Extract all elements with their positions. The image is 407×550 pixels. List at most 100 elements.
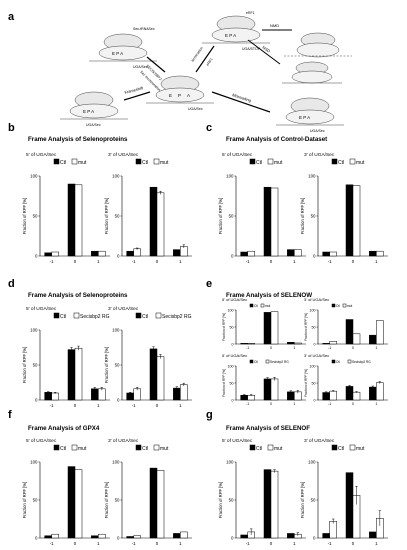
bar bbox=[240, 534, 248, 539]
x-tick-label: -1 bbox=[50, 259, 54, 264]
y-tick-label: 100 bbox=[310, 308, 316, 312]
y-tick-label: 100 bbox=[226, 459, 234, 464]
x-tick-label: 0 bbox=[156, 259, 159, 264]
y-tick-label: 0 bbox=[117, 535, 120, 540]
x-tick-label: 1 bbox=[293, 259, 296, 264]
panel-label-c: c bbox=[206, 122, 212, 134]
legend-label: Secisbp2 RG bbox=[162, 314, 192, 320]
panel-c: c Frame Analysis of Control-Dataset 5' of … bbox=[206, 122, 388, 264]
panel-title: Frame Analysis of Selenoproteins bbox=[28, 292, 128, 299]
y-tick-label: 100 bbox=[228, 364, 234, 368]
x-tick-label: -1 bbox=[246, 541, 250, 546]
ribosome-top-left: E P A Sec-tRNASec UGA/Sec bbox=[89, 27, 157, 69]
legend-label: Ctl bbox=[338, 446, 344, 452]
bar bbox=[369, 531, 377, 539]
legend-swatch bbox=[347, 359, 352, 364]
y-tick-label: 50 bbox=[311, 497, 316, 502]
legend-label: mut bbox=[78, 446, 87, 452]
bar bbox=[133, 248, 141, 257]
bar bbox=[287, 391, 295, 401]
ribosome-nsd bbox=[282, 61, 342, 84]
legend-label: Ctl bbox=[142, 160, 148, 166]
legend-swatch bbox=[267, 444, 274, 451]
y-axis-label: Fraction of RPF [%] bbox=[304, 313, 308, 341]
legend-swatch bbox=[267, 158, 274, 165]
panel-label-f: f bbox=[8, 409, 12, 421]
x-tick-label: -1 bbox=[328, 259, 332, 264]
bar bbox=[156, 470, 165, 539]
subplot-subtitle: 3' of UGA/Sec bbox=[108, 306, 139, 312]
bar bbox=[149, 467, 158, 539]
site-a-label: A bbox=[187, 93, 190, 98]
bar bbox=[376, 382, 384, 401]
bar bbox=[98, 533, 106, 539]
bar bbox=[263, 186, 272, 257]
x-tick-label: -1 bbox=[132, 259, 136, 264]
y-tick-label: 50 bbox=[115, 213, 120, 218]
legend-label: mut bbox=[356, 160, 365, 166]
legend-swatch bbox=[265, 359, 270, 364]
x-tick-label: 0 bbox=[352, 346, 354, 350]
bar bbox=[263, 312, 272, 345]
bar bbox=[240, 343, 248, 345]
legend-swatch bbox=[135, 312, 142, 319]
x-tick-label: -1 bbox=[132, 541, 136, 546]
panel-title: Frame Analysis of Control-Dataset bbox=[226, 136, 327, 143]
bar bbox=[270, 187, 279, 257]
y-tick-label: 100 bbox=[308, 173, 316, 178]
bar bbox=[173, 533, 181, 539]
bar bbox=[240, 251, 248, 257]
tr-factor-label: eRF1 bbox=[246, 11, 255, 15]
bar bbox=[173, 387, 181, 401]
legend-label: Ctl bbox=[336, 304, 340, 308]
bar bbox=[329, 390, 337, 401]
bar bbox=[44, 392, 52, 401]
x-tick-label: -1 bbox=[328, 346, 331, 350]
y-tick-label: 50 bbox=[230, 325, 234, 329]
y-tick-label: 0 bbox=[314, 398, 316, 402]
y-tick-label: 0 bbox=[35, 535, 38, 540]
legend-label: mut bbox=[78, 160, 87, 166]
y-tick-label: 50 bbox=[33, 213, 38, 218]
bar bbox=[51, 251, 59, 257]
legend-label: Secisbp2 RG bbox=[270, 360, 289, 364]
bar bbox=[133, 535, 141, 539]
tl-factor-label: Sec-tRNASec bbox=[133, 27, 155, 31]
legend-swatch bbox=[349, 158, 356, 165]
bar bbox=[322, 343, 330, 345]
bar bbox=[180, 384, 188, 401]
subplot-subtitle: 3' of UGA/Sec bbox=[304, 297, 329, 302]
legend-label: Ctl bbox=[142, 446, 148, 452]
panel-label-g: g bbox=[206, 409, 213, 421]
label-misreading: Misreading bbox=[232, 92, 252, 103]
x-tick-label: 0 bbox=[270, 259, 273, 264]
subplot-subtitle: 5' of UGA/Sec bbox=[222, 297, 247, 302]
legend-swatch bbox=[71, 444, 78, 451]
x-tick-label: 0 bbox=[156, 541, 159, 546]
bar bbox=[329, 521, 337, 539]
y-axis-label: Fraction of RPF [%] bbox=[218, 482, 223, 519]
x-tick-label: 1 bbox=[375, 259, 378, 264]
bar bbox=[240, 394, 248, 401]
panel-label-a: a bbox=[8, 11, 15, 23]
y-tick-label: 50 bbox=[33, 362, 38, 367]
legend-swatch bbox=[135, 444, 142, 451]
y-tick-label: 0 bbox=[232, 398, 234, 402]
y-tick-label: 100 bbox=[310, 364, 316, 368]
y-axis-label: Fraction of RPF [%] bbox=[222, 369, 226, 397]
label-nmd: NMD bbox=[270, 23, 279, 28]
legend-label: mut bbox=[160, 446, 169, 452]
y-axis-label: Fraction of RPF [%] bbox=[300, 198, 305, 235]
bar bbox=[345, 319, 354, 345]
legend-label: mut bbox=[274, 446, 283, 452]
bar bbox=[287, 533, 295, 539]
x-tick-label: 1 bbox=[97, 259, 100, 264]
label-erf1: eRF1 bbox=[206, 57, 214, 66]
